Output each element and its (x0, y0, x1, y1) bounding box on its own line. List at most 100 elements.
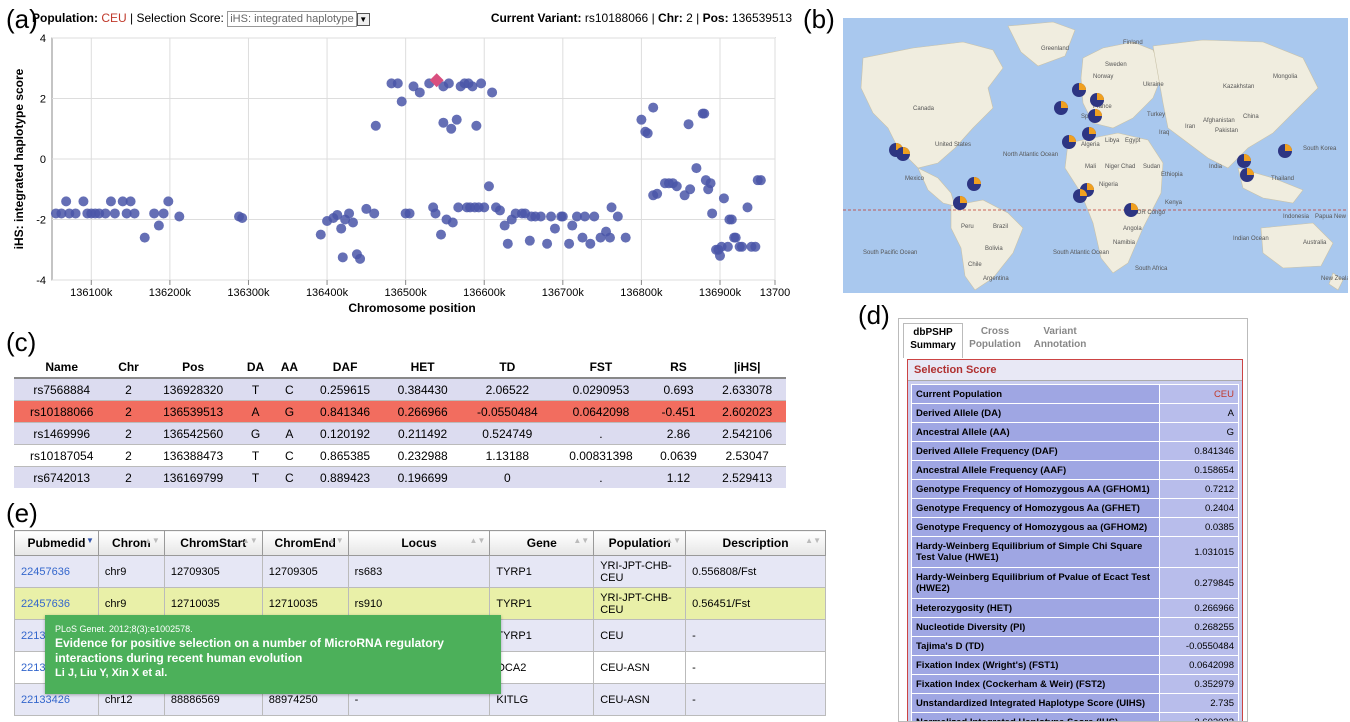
data-point[interactable] (684, 119, 694, 129)
column-header-daf[interactable]: DAF (306, 357, 384, 378)
data-point[interactable] (452, 115, 462, 125)
data-point[interactable] (237, 213, 247, 223)
data-point[interactable] (577, 233, 587, 243)
data-point[interactable] (715, 251, 725, 261)
data-point[interactable] (525, 236, 535, 246)
sort-desc-icon[interactable]: ▼ (86, 536, 94, 545)
column-header-fst[interactable]: FST (553, 357, 648, 378)
column-header-chr[interactable]: Chr (109, 357, 147, 378)
sort-icon[interactable]: ▲▼ (665, 536, 681, 545)
column-header-chrom[interactable]: Chrom▲▼ (98, 531, 164, 556)
data-point[interactable] (393, 78, 403, 88)
pubmed-link[interactable]: 22457636 (15, 556, 99, 588)
data-point[interactable] (607, 202, 617, 212)
data-point[interactable] (672, 181, 682, 191)
data-point[interactable] (585, 239, 595, 249)
data-point[interactable] (558, 211, 568, 221)
data-point[interactable] (580, 211, 590, 221)
data-point[interactable] (564, 239, 574, 249)
data-point[interactable] (750, 242, 760, 252)
sort-icon[interactable]: ▲▼ (805, 536, 821, 545)
column-header-chromstart[interactable]: ChromStart▲▼ (164, 531, 262, 556)
data-point[interactable] (476, 78, 486, 88)
data-point[interactable] (727, 215, 737, 225)
column-header-rs[interactable]: RS (649, 357, 709, 378)
data-point[interactable] (355, 254, 365, 264)
data-point[interactable] (737, 242, 747, 252)
data-point[interactable] (691, 163, 701, 173)
data-point[interactable] (415, 87, 425, 97)
data-point[interactable] (546, 211, 556, 221)
data-point[interactable] (542, 239, 552, 249)
data-point[interactable] (756, 175, 766, 185)
data-point[interactable] (648, 103, 658, 113)
column-header-gene[interactable]: Gene▲▼ (490, 531, 594, 556)
data-point[interactable] (106, 196, 116, 206)
sort-icon[interactable]: ▲▼ (470, 536, 486, 545)
data-point[interactable] (467, 81, 477, 91)
sort-icon[interactable]: ▲▼ (144, 536, 160, 545)
data-point[interactable] (369, 208, 379, 218)
population-value[interactable]: CEU (101, 11, 126, 25)
data-point[interactable] (484, 181, 494, 191)
data-point[interactable] (110, 208, 120, 218)
data-point[interactable] (471, 121, 481, 131)
data-point[interactable] (130, 208, 140, 218)
data-point[interactable] (163, 196, 173, 206)
data-point[interactable] (344, 208, 354, 218)
data-point[interactable] (636, 115, 646, 125)
column-header-pubmedid[interactable]: Pubmedid▼ (15, 531, 99, 556)
data-point[interactable] (371, 121, 381, 131)
data-point[interactable] (61, 196, 71, 206)
data-point[interactable] (567, 221, 577, 231)
data-point[interactable] (348, 218, 358, 228)
data-point[interactable] (479, 202, 489, 212)
column-header-pos[interactable]: Pos (148, 357, 239, 378)
data-point[interactable] (149, 208, 159, 218)
data-point[interactable] (652, 189, 662, 199)
selection-score-dropdown[interactable]: iHS: integrated haplotype (227, 11, 357, 27)
data-point[interactable] (731, 233, 741, 243)
data-point[interactable] (719, 193, 729, 203)
data-point[interactable] (536, 211, 546, 221)
data-point[interactable] (446, 124, 456, 134)
column-header-population[interactable]: Population▲▼ (594, 531, 686, 556)
column-header-ihs[interactable]: |iHS| (708, 357, 786, 378)
data-point[interactable] (742, 202, 752, 212)
data-point[interactable] (613, 211, 623, 221)
data-point[interactable] (71, 208, 81, 218)
column-header-het[interactable]: HET (384, 357, 462, 378)
sort-icon[interactable]: ▲▼ (242, 536, 258, 545)
data-point[interactable] (126, 196, 136, 206)
column-header-td[interactable]: TD (461, 357, 553, 378)
data-point[interactable] (316, 230, 326, 240)
data-point[interactable] (397, 97, 407, 107)
sort-icon[interactable]: ▲▼ (573, 536, 589, 545)
data-point[interactable] (453, 202, 463, 212)
data-point[interactable] (100, 208, 110, 218)
column-header-da[interactable]: DA (239, 357, 273, 378)
data-point[interactable] (621, 233, 631, 243)
data-point[interactable] (448, 218, 458, 228)
data-point[interactable] (487, 87, 497, 97)
data-point[interactable] (495, 205, 505, 215)
data-point[interactable] (438, 118, 448, 128)
data-point[interactable] (444, 78, 454, 88)
data-point[interactable] (436, 230, 446, 240)
data-point[interactable] (723, 242, 733, 252)
data-point[interactable] (503, 239, 513, 249)
column-header-description[interactable]: Description▲▼ (686, 531, 826, 556)
data-point[interactable] (78, 196, 88, 206)
column-header-chromend[interactable]: ChromEnd▲▼ (262, 531, 348, 556)
data-point[interactable] (699, 109, 709, 119)
data-point[interactable] (174, 211, 184, 221)
